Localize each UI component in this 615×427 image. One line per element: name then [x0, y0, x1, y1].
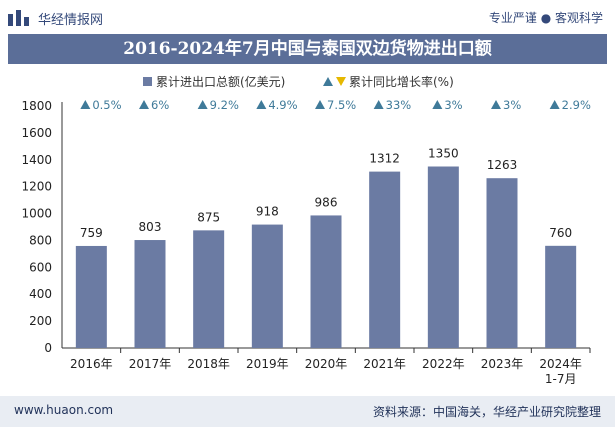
growth-marker: [256, 100, 267, 109]
growth-marker: [432, 100, 443, 109]
source-note: 资料来源：中国海关，华经产业研究院整理: [372, 405, 601, 419]
y-tick-label: 800: [29, 233, 52, 247]
x-tick-label: 2018年: [187, 357, 230, 371]
legend-label-total: 累计进出口总额(亿美元): [156, 74, 285, 89]
tagline: 专业严谨 ● 客观科学: [488, 11, 603, 25]
bar: [545, 245, 577, 348]
y-tick-label: 200: [29, 314, 52, 328]
y-tick-label: 0: [44, 341, 52, 355]
x-tick-label: 2017年: [129, 357, 172, 371]
bar-value-label: 760: [549, 226, 572, 240]
chart-title: 2016-2024年7月中国与泰国双边货物进出口额: [123, 39, 492, 59]
growth-marker: [80, 100, 91, 109]
bar: [251, 224, 283, 348]
footer: www.huaon.com 资料来源：中国海关，华经产业研究院整理: [0, 396, 615, 427]
bar-value-label: 1263: [487, 158, 518, 172]
top-bar: 华经情报网 专业严谨 ● 客观科学: [0, 0, 615, 34]
x-tick-label: 2021年: [363, 357, 406, 371]
bar-chart: 累计进出口总额(亿美元) 累计同比增长率(%) 0 200 400 600 800 1000 1…: [21, 74, 591, 386]
bar: [486, 178, 518, 348]
bar: [369, 171, 401, 348]
growth-label: 2.9%: [562, 98, 591, 112]
growth-label: 3%: [444, 98, 462, 112]
growth-marker: [197, 100, 208, 109]
growth-marker: [549, 100, 560, 109]
bar-value-label: 918: [256, 205, 279, 219]
bar: [427, 166, 459, 348]
bar-value-label: 986: [315, 195, 338, 209]
growth-marker: [139, 100, 149, 109]
growth-marker: [315, 100, 325, 109]
growth-label: 9.2%: [210, 98, 239, 112]
y-tick-label: 1400: [21, 153, 52, 167]
x-tick-label: 1-7月: [545, 372, 577, 386]
bar: [134, 240, 166, 348]
y-tick-label: 400: [29, 287, 52, 301]
y-tick-label: 1200: [21, 180, 52, 194]
legend-swatch-total: [143, 77, 152, 86]
bar: [75, 245, 107, 348]
bar: [310, 215, 342, 348]
x-tick-label: 2019年: [246, 357, 289, 371]
legend-marker-growth: [323, 77, 333, 86]
legend-label-growth: 累计同比增长率(%): [349, 74, 454, 89]
x-tick-label: 2024年: [539, 357, 582, 371]
bar-value-label: 803: [139, 220, 162, 234]
x-tick-label: 2022年: [422, 357, 465, 371]
bar-value-label: 759: [80, 226, 103, 240]
growth-label: 7.5%: [327, 98, 356, 112]
legend-marker-growth-down: [336, 77, 346, 86]
bar: [193, 230, 225, 348]
growth-marker: [373, 100, 384, 109]
y-tick-label: 600: [29, 260, 52, 274]
x-tick-label: 2020年: [305, 357, 348, 371]
logo-icon: [8, 10, 29, 26]
brand-name: 华经情报网: [38, 13, 104, 28]
growth-label: 6%: [151, 98, 169, 112]
title-bar: 2016-2024年7月中国与泰国双边货物进出口额: [8, 34, 607, 64]
y-tick-label: 1000: [21, 207, 52, 221]
growth-label: 0.5%: [92, 98, 121, 112]
x-tick-label: 2016年: [70, 357, 113, 371]
growth-marker: [491, 100, 501, 109]
growth-label: 33%: [386, 98, 412, 112]
x-tick-label: 2023年: [481, 357, 524, 371]
y-tick-label: 1800: [21, 99, 52, 113]
growth-label: 3%: [503, 98, 521, 112]
growth-label: 4.9%: [268, 98, 297, 112]
bar-value-label: 875: [197, 210, 220, 224]
y-tick-label: 1600: [21, 126, 52, 140]
bar-value-label: 1312: [369, 152, 400, 166]
website-link[interactable]: www.huaon.com: [14, 403, 114, 417]
bar-value-label: 1350: [428, 147, 459, 161]
